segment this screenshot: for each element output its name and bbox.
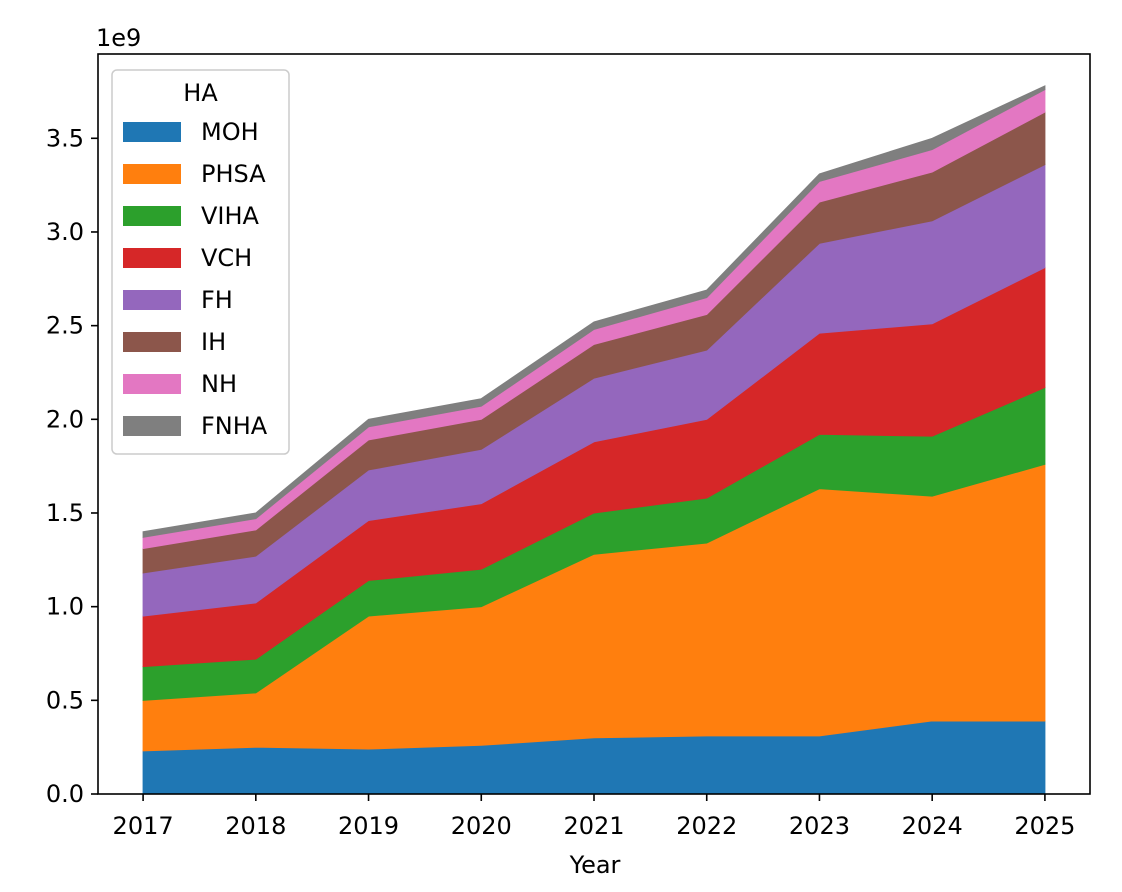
x-tick-label: 2017	[113, 812, 174, 840]
legend-label-fh: FH	[201, 286, 233, 314]
y-tick-label: 0.5	[46, 686, 84, 714]
area-fnha	[142, 85, 1046, 538]
y-tick-label: 2.0	[46, 405, 84, 433]
x-tick-label: 2025	[1014, 812, 1075, 840]
y-tick-label: 3.0	[46, 218, 84, 246]
y-tick-label: 2.5	[46, 312, 84, 340]
legend-label-ih: IH	[201, 328, 226, 356]
legend-swatch-nh	[123, 374, 181, 394]
y-tick-label: 3.5	[46, 124, 84, 152]
legend-swatch-vch	[123, 248, 181, 268]
y-tick-label: 1.5	[46, 499, 84, 527]
y-tick-label: 0.0	[46, 780, 84, 808]
x-tick-label: 2023	[789, 812, 850, 840]
x-tick-label: 2020	[451, 812, 512, 840]
legend-title: HA	[183, 79, 218, 107]
legend-label-moh: MOH	[201, 118, 259, 146]
x-tick-label: 2024	[902, 812, 963, 840]
x-tick-label: 2022	[676, 812, 737, 840]
x-tick-label: 2019	[338, 812, 399, 840]
legend-swatch-phsa	[123, 164, 181, 184]
legend-label-vch: VCH	[201, 244, 252, 272]
legend: HA MOH PHSA VIHA VCH FH IH NH FNHA	[111, 69, 290, 455]
y-tick-label: 1.0	[46, 593, 84, 621]
legend-swatch-viha	[123, 206, 181, 226]
legend-label-phsa: PHSA	[201, 160, 266, 188]
y-axis: 0.0 0.5 1.0 1.5 2.0 2.5 3.0 3.5	[46, 124, 98, 808]
x-axis: 2017 2018 2019 2020 2021 2022 2023 2024 2025	[113, 794, 1075, 840]
legend-label-viha: VIHA	[201, 202, 260, 230]
x-tick-label: 2021	[563, 812, 624, 840]
legend-swatch-fh	[123, 290, 181, 310]
legend-swatch-fnha	[123, 416, 181, 436]
legend-swatch-ih	[123, 332, 181, 352]
area-series-group	[142, 85, 1046, 795]
x-axis-label: Year	[569, 851, 621, 879]
y-offset-label: 1e9	[96, 24, 141, 52]
legend-swatch-moh	[123, 122, 181, 142]
legend-label-fnha: FNHA	[201, 412, 268, 440]
legend-label-nh: NH	[201, 370, 237, 398]
x-tick-label: 2018	[225, 812, 286, 840]
